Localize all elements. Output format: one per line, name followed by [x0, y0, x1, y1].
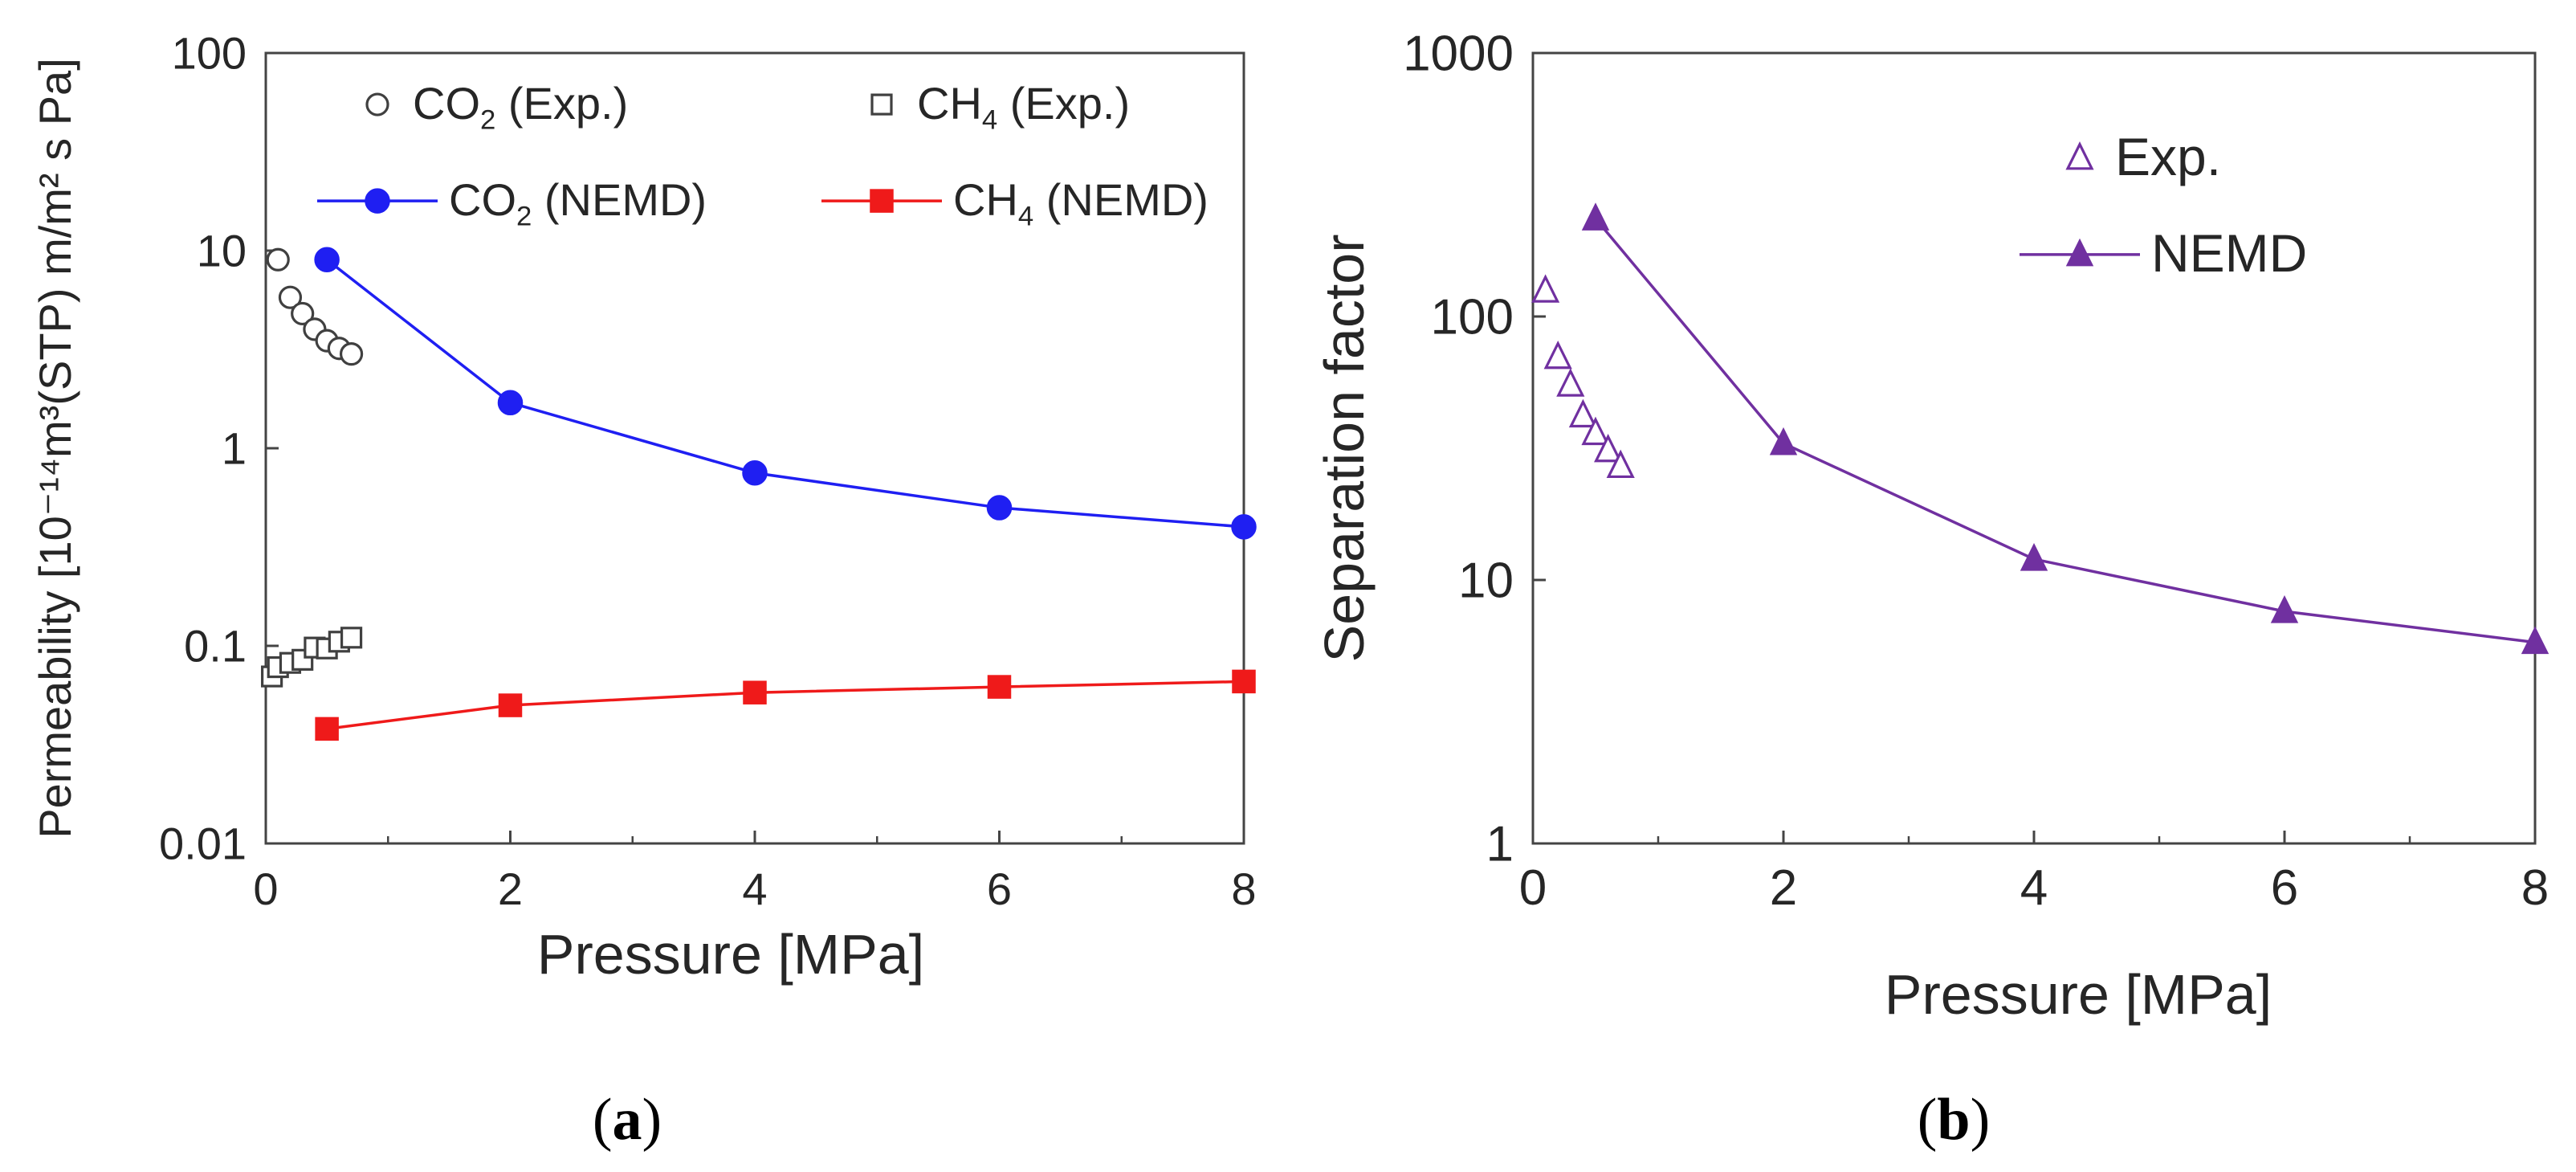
data-point: [266, 247, 290, 272]
series-nemd: [1581, 202, 2550, 655]
data-point: [1581, 416, 1610, 446]
data-point: [497, 390, 524, 416]
y-tick-label: 0.1: [184, 621, 247, 672]
data-point: [1543, 340, 1572, 370]
data-point: [743, 680, 767, 704]
x-tick-label: 8: [1231, 864, 1256, 914]
panel-a-y-axis-label: Permeability [10⁻¹⁴m³(STP) m/m² s Pa]: [30, 58, 80, 839]
y-tick-label: 100: [172, 28, 247, 79]
data-point: [339, 342, 364, 366]
legend-item: NEMD: [2020, 223, 2307, 283]
data-point: [2521, 626, 2550, 655]
legend-item: CH4 (NEMD): [821, 174, 1209, 231]
legend-item: CO2 (NEMD): [317, 174, 707, 231]
data-point: [291, 648, 314, 671]
data-point: [1231, 514, 1257, 540]
panel-a-plot-frame: [264, 51, 1245, 845]
legend-item: CO2 (Exp.): [365, 78, 628, 135]
data-point: [1531, 274, 1560, 303]
legend-marker: [365, 92, 389, 116]
panel-b-x-axis-label: Pressure [MPa]: [1885, 963, 2272, 1026]
series-ch4-nemd-: [315, 669, 1256, 741]
legend-item: CH4 (Exp.): [870, 78, 1130, 135]
legend-marker: [870, 93, 893, 116]
panel-b-legend: Exp. NEMD: [2020, 127, 2307, 283]
data-point: [986, 495, 1013, 521]
x-tick-label: 2: [498, 864, 523, 914]
data-point: [1606, 449, 1635, 479]
panel-b-series: [1531, 202, 2550, 655]
data-point: [1568, 398, 1597, 428]
series-co2-exp-: [266, 247, 364, 366]
x-tick-label: 6: [987, 864, 1012, 914]
panel-a-x-axis-label: Pressure [MPa]: [537, 923, 924, 986]
panel-b-caption-letter: b: [1937, 1087, 1970, 1153]
data-point: [1769, 427, 1798, 455]
panel-b-caption: (b): [1918, 1087, 1990, 1153]
panel-a-caption-letter: a: [613, 1087, 642, 1153]
data-point: [291, 301, 315, 326]
legend-marker: [870, 189, 894, 213]
data-point: [2020, 542, 2048, 571]
legend-marker: [2065, 238, 2094, 267]
legend-marker: [365, 188, 390, 214]
data-point: [1594, 433, 1623, 463]
legend-item: Exp.: [2065, 127, 2221, 186]
data-point: [742, 459, 768, 486]
x-tick-label: 2: [1770, 860, 1797, 916]
y-tick-label: 100: [1431, 290, 1514, 345]
series-line: [326, 258, 1245, 529]
legend-label: CO2 (Exp.): [413, 78, 628, 135]
panel-a-caption: (a): [593, 1087, 662, 1153]
panel-a-legend: CO2 (Exp.) CH4 (Exp.) CO2 (NEMD) CH4 (NEMD): [317, 78, 1209, 231]
data-point: [278, 285, 303, 309]
x-tick-label: 4: [2020, 860, 2048, 916]
y-tick-label: 1000: [1403, 27, 1514, 82]
panel-a-ticks: 0 2 4 6 8 0.01 0.1 1 10 100: [159, 28, 1257, 914]
panel-b-y-axis-label: Separation factor: [1313, 234, 1376, 662]
x-tick-label: 0: [1519, 860, 1547, 916]
legend-label: CH4 (NEMD): [953, 174, 1209, 231]
x-tick-label: 4: [742, 864, 767, 914]
y-tick-label: 1: [222, 423, 247, 474]
series-line: [326, 680, 1245, 731]
panel-b-ticks: 0 2 4 6 8 1 10 100 1000: [1403, 27, 2549, 916]
series-co2-nemd-: [314, 247, 1257, 540]
data-point: [1556, 368, 1585, 397]
series-exp-: [1531, 274, 1635, 479]
x-tick-label: 6: [2271, 860, 2298, 916]
data-point: [314, 247, 340, 273]
data-point: [315, 717, 339, 741]
series-line: [1594, 218, 2536, 644]
data-point: [1581, 202, 1610, 231]
x-tick-label: 8: [2521, 860, 2549, 916]
legend-marker: [2065, 141, 2094, 170]
data-point: [498, 693, 523, 717]
data-point: [987, 675, 1012, 699]
data-point: [2270, 595, 2299, 623]
series-ch4-exp-: [261, 627, 363, 688]
legend-label: NEMD: [2151, 223, 2307, 283]
y-tick-label: 10: [197, 226, 247, 276]
legend-label: Exp.: [2115, 127, 2221, 186]
y-tick-label: 10: [1458, 553, 1514, 609]
legend-label: CO2 (NEMD): [449, 174, 707, 231]
y-tick-label: 0.01: [159, 819, 247, 869]
data-point: [340, 627, 363, 649]
data-point: [1232, 669, 1256, 694]
legend-label: CH4 (Exp.): [917, 78, 1130, 135]
y-tick-label: 1: [1486, 817, 1514, 872]
x-tick-label: 0: [253, 864, 278, 914]
panel-a-series: [261, 247, 1257, 741]
panel-b-plot-frame: [1531, 51, 2537, 845]
